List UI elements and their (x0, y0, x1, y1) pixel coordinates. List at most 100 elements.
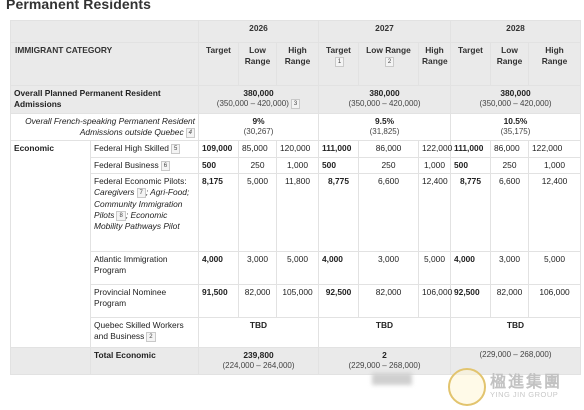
row-label: Federal Business 6 (90, 156, 199, 175)
footnote-link[interactable]: 7 (136, 188, 146, 199)
target-cell: 8,175 (198, 173, 239, 253)
french-cell: 9.5% (31,825) (318, 112, 451, 142)
total-label: Total Economic (90, 347, 199, 376)
french-count: (30,267) (243, 127, 274, 137)
high-cell: 122,000 (418, 140, 452, 158)
target-cell: 109,000 (198, 140, 239, 158)
overall-range-text: (350,000 – 420,000) (216, 99, 289, 109)
logo-emblem-icon (448, 368, 486, 406)
target-cell: 91,500 (198, 284, 239, 319)
target-header: Target 1 (318, 42, 359, 86)
low-cell: 82,000 (238, 284, 277, 319)
low-cell: 85,000 (238, 140, 277, 158)
row-label-text: Federal High Skilled (94, 143, 169, 154)
high-cell: 5,000 (276, 251, 319, 286)
total-target: 2 (382, 350, 387, 361)
french-cell: 10.5% (35,175) (450, 112, 581, 142)
french-label: Overall French-speaking Permanent Reside… (10, 112, 199, 142)
page-title: Permanent Residents (6, 0, 152, 12)
watermark-chinese: 楹進集團 (490, 372, 563, 391)
pilot-agri-community: ; Agri-Food; Community Immigration Pilot… (94, 187, 190, 221)
overall-label: Overall Planned Permanent Resident Admis… (10, 85, 199, 114)
low-cell: 250 (490, 156, 529, 175)
footnote-link[interactable]: 8 (116, 211, 126, 222)
row-label-text: Federal Economic Pilots: (94, 176, 187, 187)
low-cell: 6,600 (358, 173, 419, 253)
footnote-link[interactable]: 4 (185, 128, 195, 139)
target-cell: 92,500 (318, 284, 359, 319)
high-cell: 5,000 (528, 251, 581, 286)
target-cell: 111,000 (318, 140, 359, 158)
target-cell: 500 (198, 156, 239, 175)
high-cell: 106,000 (418, 284, 452, 319)
target-cell: 500 (450, 156, 491, 175)
high-range-header: High Range (418, 42, 451, 86)
footnote-link[interactable]: 3 (290, 99, 301, 110)
table-row: Atlantic Immigration Program 4,000 3,000… (11, 251, 581, 286)
tbd-cell: TBD (450, 317, 581, 349)
pilot-caregivers: Caregivers (94, 187, 135, 198)
high-cell: 11,800 (276, 173, 319, 253)
footnote-link[interactable]: 2 (146, 332, 156, 343)
target-cell: 8,775 (318, 173, 359, 253)
low-cell: 5,000 (238, 173, 277, 253)
overall-label-text: Overall Planned Permanent Resident Admis… (14, 88, 161, 110)
footnote-link[interactable]: 1 (334, 57, 345, 68)
overall-range: (350,000 – 420,000) (479, 99, 552, 109)
overall-cell: 380,000 (350,000 – 420,000) (450, 85, 581, 114)
high-cell: 1,000 (276, 156, 319, 175)
footnote-link[interactable]: 6 (160, 160, 171, 171)
low-cell: 6,600 (490, 173, 529, 253)
french-pct: 10.5% (503, 115, 528, 126)
overall-target: 380,000 (243, 88, 274, 98)
table-row: Federal Economic Pilots: Caregivers 7; Ag… (11, 173, 581, 253)
low-range-header: Low Range (490, 42, 529, 86)
target-cell: 8,775 (450, 173, 491, 253)
low-cell: 250 (238, 156, 277, 175)
low-range-label: Low Range (366, 45, 411, 55)
overall-range: (350,000 – 420,000) 3 (202, 99, 315, 110)
table-row: Quebec Skilled Workers and Business 2 TBD… (11, 317, 581, 349)
footnote-link[interactable]: 5 (170, 144, 181, 155)
overall-target: 380,000 (500, 88, 531, 98)
low-cell: 82,000 (358, 284, 419, 319)
high-cell: 12,400 (418, 173, 451, 253)
tbd-cell: TBD (318, 317, 451, 349)
row-label: Federal High Skilled 5 (90, 140, 199, 158)
tbd-cell: TBD (198, 317, 319, 349)
total-range: (224,000 – 264,000) (222, 361, 295, 371)
row-label: Provincial Nominee Program (90, 284, 199, 319)
target-label: Target (326, 45, 351, 55)
overall-row: Overall Planned Permanent Resident Admis… (10, 85, 581, 114)
target-header: Target (198, 42, 239, 86)
high-cell: 5,000 (418, 251, 451, 286)
low-cell: 86,000 (490, 140, 529, 158)
year-header: 2028 (450, 20, 581, 43)
overall-range: (350,000 – 420,000) (348, 99, 421, 109)
row-label-text: Quebec Skilled Workers and Business (94, 320, 184, 342)
economic-label: Economic (10, 140, 91, 349)
french-count: (35,175) (500, 127, 531, 137)
row-label: Atlantic Immigration Program (90, 251, 199, 286)
footnote-link[interactable]: 2 (384, 57, 395, 68)
target-cell: 4,000 (318, 251, 359, 286)
french-cell: 9% (30,267) (198, 112, 319, 142)
target-cell: 500 (318, 156, 359, 175)
french-count: (31,825) (369, 127, 400, 137)
target-header: Target (450, 42, 491, 86)
low-range-header: Low Range (238, 42, 277, 86)
low-cell: 86,000 (358, 140, 419, 158)
row-label-text: Federal Business (94, 159, 159, 170)
target-cell: 92,500 (450, 284, 491, 319)
table-row: Federal Business 6 500 250 1,000 500 250 … (11, 156, 581, 175)
target-cell: 111,000 (450, 140, 491, 158)
high-cell: 105,000 (276, 284, 319, 319)
permanent-residents-table: 2026 2027 2028 IMMIGRANT CATEGORY Target… (10, 20, 581, 376)
low-cell: 82,000 (490, 284, 529, 319)
french-pct: 9% (252, 115, 265, 126)
low-cell: 3,000 (238, 251, 277, 286)
table-row: Provincial Nominee Program 91,500 82,000… (11, 284, 581, 319)
low-range-header: Low Range 2 (358, 42, 419, 86)
total-blank (10, 347, 91, 376)
table-row: Economic Federal High Skilled 5 109,000 8… (10, 140, 581, 349)
